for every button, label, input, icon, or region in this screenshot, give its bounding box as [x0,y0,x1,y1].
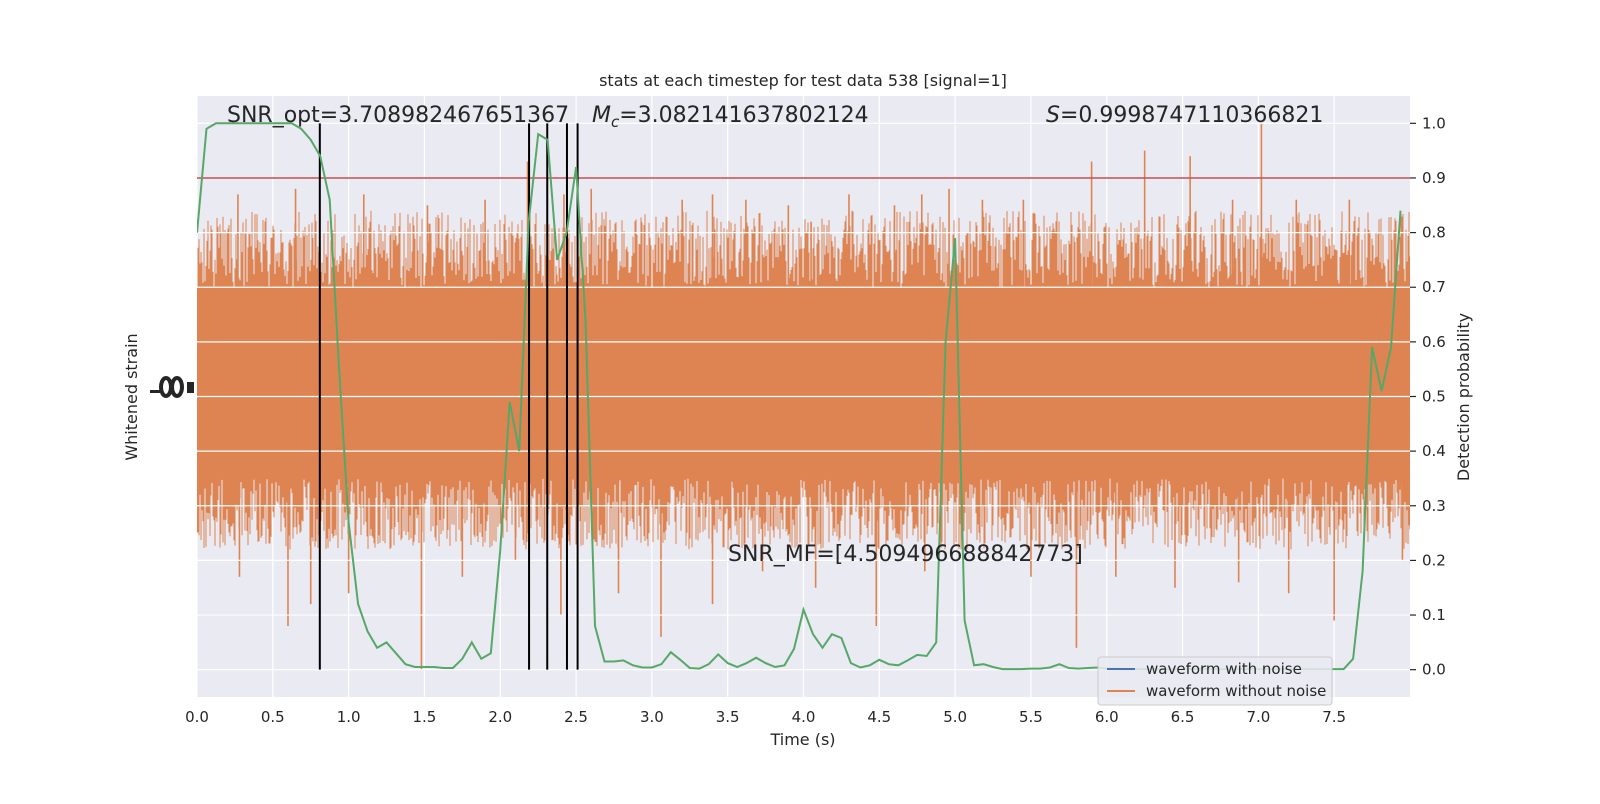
left-axis-collapsed-ticks [150,376,194,398]
y-right-tick-label: 0.2 [1422,551,1446,569]
y-right-tick-label: 0.5 [1422,388,1446,406]
annotation-s: S=0.9998747110366821 [1046,103,1323,128]
y-right-axis-label: Detection probability [1454,313,1473,481]
annotation-chirp-mass-subscript: c [611,113,620,131]
legend: waveform with noise waveform without noi… [1097,656,1333,706]
x-tick-label: 5.0 [943,708,967,726]
annotation-s-symbol: S [1046,103,1060,128]
y-left-axis-label: Whitened strain [122,333,141,460]
y-right-tick-label: 1.0 [1422,114,1446,132]
annotation-chirp-mass: Mc=3.082141637802124 [592,103,869,131]
x-tick-label: 3.5 [716,708,740,726]
x-tick-label: 6.5 [1171,708,1195,726]
annotation-snr-mf: SNR_MF=[4.509496688842773] [728,542,1083,567]
x-tick-label: 0.0 [185,708,209,726]
x-axis-label: Time (s) [769,730,835,749]
noise-core [197,292,1410,479]
y-right-tick-label: 0.9 [1422,169,1446,187]
vertical-lines [318,123,579,670]
chart-title: stats at each timestep for test data 538… [599,71,1007,90]
y-right-axis-ticks: 0.0 0.1 0.2 0.3 0.4 0.5 0.6 0.7 0.8 0.9 1.0 [1410,114,1446,679]
y-right-tick-label: 0.0 [1422,661,1446,679]
x-axis-ticks: 0.0 0.5 1.0 1.5 2.0 2.5 3.0 3.5 4.0 4.5 5.0 5.5 6.0 6… [185,708,1346,726]
annotation-chirp-mass-symbol: M [592,103,611,128]
x-tick-label: 7.5 [1322,708,1346,726]
annotation-snr-opt: SNR_opt=3.708982467651367 [227,103,569,128]
legend-label-with-noise: waveform with noise [1146,660,1302,678]
y-right-tick-label: 0.4 [1422,442,1446,460]
waveform-without-noise-series [197,210,1410,550]
x-tick-label: 1.5 [413,708,437,726]
x-tick-label: 7.0 [1246,708,1270,726]
x-tick-label: 3.0 [640,708,664,726]
x-tick-label: 0.5 [261,708,285,726]
y-right-tick-label: 0.7 [1422,278,1446,296]
legend-label-without-noise: waveform without noise [1146,682,1326,700]
x-tick-label: 6.0 [1095,708,1119,726]
x-tick-label: 4.0 [792,708,816,726]
annotation-chirp-mass-value: =3.082141637802124 [619,103,868,128]
x-tick-label: 5.5 [1019,708,1043,726]
y-right-tick-label: 0.3 [1422,497,1446,515]
waveform-without-noise-spikes [237,123,1404,670]
y-right-tick-label: 0.6 [1422,333,1446,351]
x-tick-label: 2.0 [488,708,512,726]
x-tick-label: 1.0 [337,708,361,726]
y-right-tick-label: 0.1 [1422,606,1446,624]
annotation-s-value: =0.9998747110366821 [1060,103,1323,128]
x-tick-label: 2.5 [564,708,588,726]
x-tick-label: 4.5 [867,708,891,726]
y-right-tick-label: 0.8 [1422,224,1446,242]
